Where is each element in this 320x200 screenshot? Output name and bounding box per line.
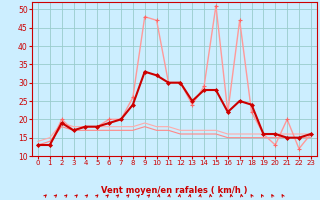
X-axis label: Vent moyen/en rafales ( km/h ): Vent moyen/en rafales ( km/h ) bbox=[101, 186, 248, 195]
